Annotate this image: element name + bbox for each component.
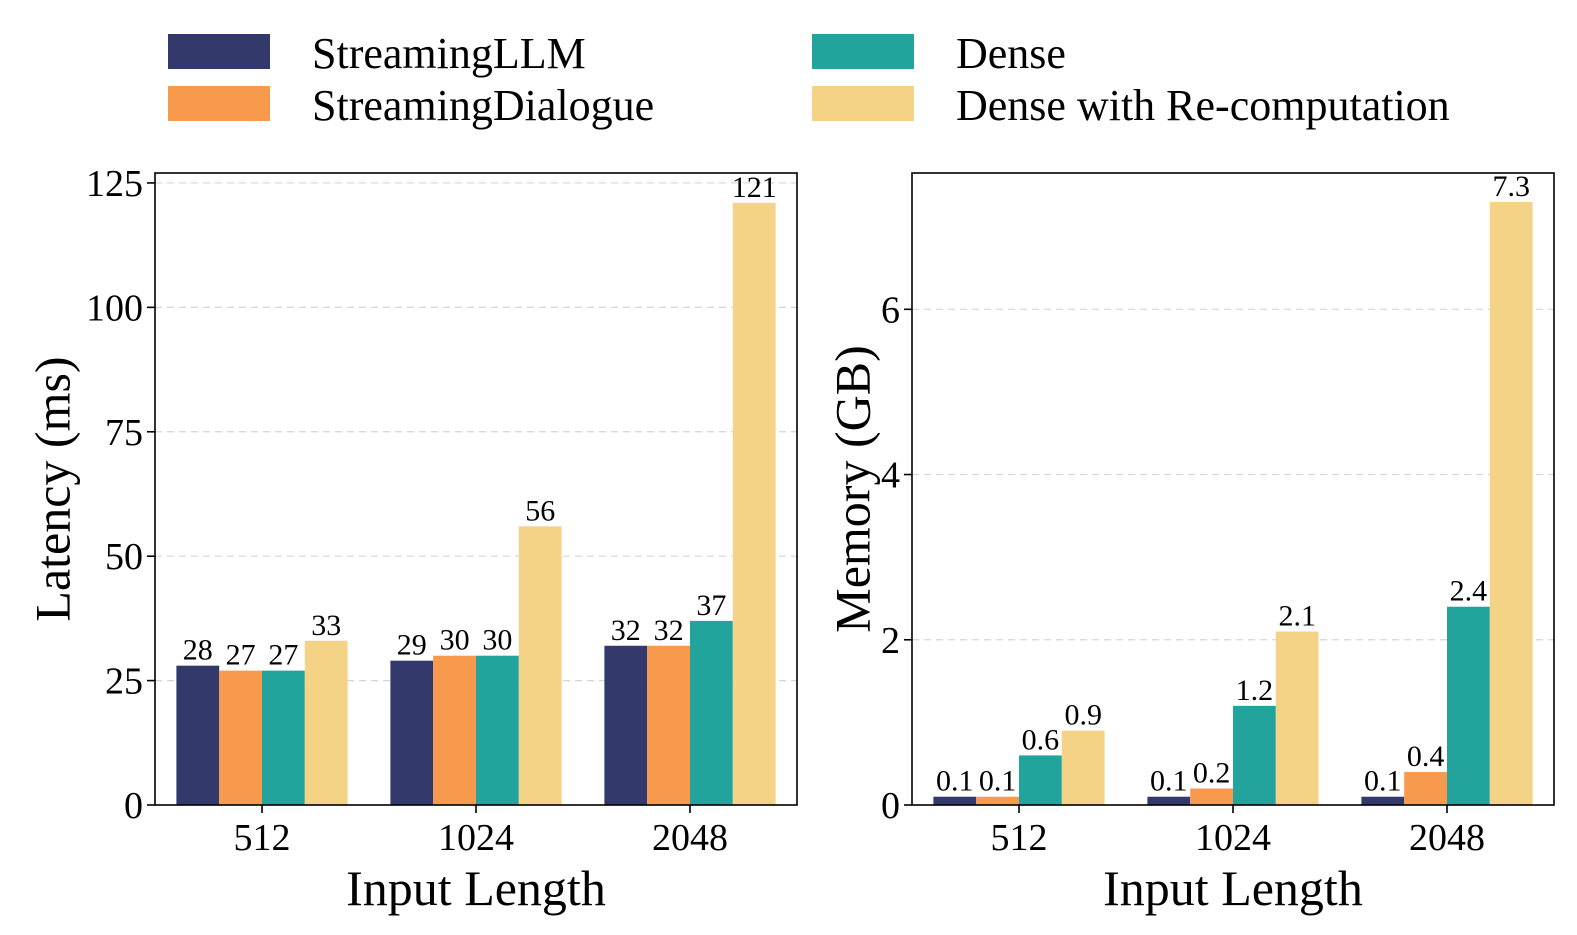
memory-bar-dense-2048 — [1447, 606, 1490, 805]
latency-bar-dense-1024 — [476, 655, 519, 805]
memory-bar-dense-512 — [1019, 755, 1062, 805]
latency-y-tick-label: 50 — [105, 536, 143, 578]
memory-data-label: 1.2 — [1236, 674, 1274, 707]
memory-bar-streamingdialogue-512 — [976, 796, 1019, 805]
legend-item-dense: Dense — [812, 29, 1066, 78]
memory-data-label: 2.1 — [1278, 600, 1316, 633]
latency-x-tick-label: 1024 — [438, 817, 514, 859]
memory-x-axis-title: Input Length — [1103, 860, 1363, 916]
latency-data-label: 29 — [397, 629, 427, 662]
latency-bar-dense-with-re-computation-512 — [304, 640, 348, 805]
memory-bar-streamingllm-1024 — [1147, 796, 1191, 805]
latency-data-label: 32 — [654, 614, 684, 647]
latency-bar-streamingdialogue-512 — [219, 670, 262, 805]
latency-bar-streamingllm-512 — [176, 665, 220, 805]
memory-data-label: 7.3 — [1492, 170, 1530, 203]
latency-bar-streamingdialogue-1024 — [433, 655, 476, 805]
latency-data-label: 30 — [440, 624, 470, 657]
memory-data-label: 0.4 — [1407, 740, 1445, 773]
memory-y-tick-label: 0 — [881, 785, 900, 827]
memory-x-tick-label: 1024 — [1195, 817, 1271, 859]
legend-swatch-streamingdialogue — [168, 86, 270, 121]
legend: StreamingLLM StreamingDialogue Dense Den… — [168, 29, 1450, 130]
memory-bar-dense-with-re-computation-2048 — [1489, 201, 1533, 805]
memory-data-label: 0.1 — [936, 765, 974, 798]
memory-bar-dense-with-re-computation-512 — [1061, 730, 1105, 805]
memory-chart: 0.1 0.1 0.10.1 0.20.40.61.22.40.92.17.30246… — [824, 170, 1555, 916]
latency-chart: 28 29 32 27 30 32 27 30 37 33 56 121 0 25 50 75 100 125 51… — [24, 163, 798, 916]
memory-data-label: 0.9 — [1064, 699, 1102, 732]
latency-data-label: 37 — [696, 589, 726, 622]
memory-bar-streamingdialogue-2048 — [1404, 771, 1447, 805]
latency-y-tick-label: 0 — [124, 785, 143, 827]
memory-y-tick-label: 2 — [881, 620, 900, 662]
latency-y-tick-label: 125 — [86, 163, 143, 205]
memory-data-label: 0.6 — [1022, 723, 1060, 756]
legend-item-streamingdialogue: StreamingDialogue — [168, 81, 654, 130]
latency-data-label: 33 — [311, 609, 341, 642]
legend-swatch-dense — [812, 34, 914, 69]
memory-data-label: 0.2 — [1193, 756, 1231, 789]
memory-y-axis-title: Memory (GB) — [824, 345, 880, 632]
latency-y-tick-label: 25 — [105, 661, 143, 703]
memory-bar-streamingllm-2048 — [1361, 796, 1405, 805]
latency-data-label: 27 — [268, 639, 298, 672]
memory-bar-dense-1024 — [1233, 705, 1276, 805]
legend-swatch-streamingllm — [168, 34, 270, 69]
latency-x-tick-label: 2048 — [652, 817, 728, 859]
latency-y-axis-title: Latency (ms) — [24, 356, 80, 621]
latency-data-label: 121 — [732, 171, 777, 204]
latency-bar-streamingllm-1024 — [390, 660, 434, 805]
legend-label-dense: Dense — [956, 29, 1066, 78]
legend-item-dense-recomputation: Dense with Re-computation — [812, 81, 1450, 130]
legend-label-streamingdialogue: StreamingDialogue — [312, 81, 654, 130]
latency-bar-dense-with-re-computation-2048 — [732, 202, 776, 805]
memory-y-tick-label: 6 — [881, 289, 900, 331]
latency-bar-dense-with-re-computation-1024 — [518, 526, 562, 805]
legend-label-dense-recomputation: Dense with Re-computation — [956, 81, 1450, 130]
memory-bar-dense-with-re-computation-1024 — [1275, 631, 1319, 805]
memory-data-label: 0.1 — [1364, 765, 1402, 798]
memory-x-tick-label: 512 — [991, 817, 1048, 859]
legend-item-streamingllm: StreamingLLM — [168, 29, 586, 78]
latency-data-label: 27 — [226, 639, 256, 672]
latency-bar-dense-512 — [262, 670, 305, 805]
latency-x-axis-title: Input Length — [346, 860, 606, 916]
memory-bar-streamingdialogue-1024 — [1190, 788, 1233, 805]
memory-x-tick-label: 2048 — [1409, 817, 1485, 859]
latency-data-label: 56 — [525, 494, 555, 527]
latency-data-label: 30 — [482, 624, 512, 657]
latency-y-tick-label: 100 — [86, 287, 143, 329]
legend-swatch-dense-recomputation — [812, 86, 914, 121]
memory-data-label: 0.1 — [1150, 765, 1188, 798]
memory-y-tick-label: 4 — [881, 455, 900, 497]
latency-bar-streamingdialogue-2048 — [647, 645, 690, 805]
latency-data-label: 32 — [611, 614, 641, 647]
memory-data-label: 2.4 — [1450, 575, 1488, 608]
memory-bar-streamingllm-512 — [933, 796, 977, 805]
latency-data-label: 28 — [183, 634, 213, 667]
latency-bar-dense-2048 — [690, 620, 733, 805]
memory-data-label: 0.1 — [979, 765, 1017, 798]
latency-bar-streamingllm-2048 — [604, 645, 648, 805]
latency-y-tick-label: 75 — [105, 412, 143, 454]
latency-x-tick-label: 512 — [234, 817, 291, 859]
legend-label-streamingllm: StreamingLLM — [312, 29, 586, 78]
